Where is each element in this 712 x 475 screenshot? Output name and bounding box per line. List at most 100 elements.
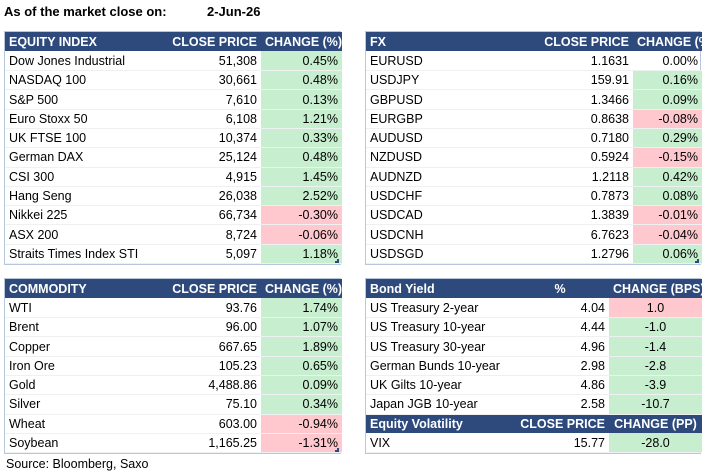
bonds-cell-price: 2.58 xyxy=(511,394,609,415)
equity-cell-price: 66,734 xyxy=(159,205,261,226)
commodity-table-panel: COMMODITY CLOSE PRICE CHANGE (%) WTI 93.7… xyxy=(4,278,342,455)
equity-row: Nikkei 225 66,734 -0.30% xyxy=(5,205,342,226)
fx-row: EURUSD 1.1631 0.00% xyxy=(366,51,702,72)
commodity-row: Silver 75.10 0.34% xyxy=(5,394,342,415)
bond-table-panel: Bond Yield % CHANGE (BPS) US Treasury 2-… xyxy=(365,278,702,455)
equity-row: Euro Stoxx 50 6,108 1.21% xyxy=(5,109,342,129)
bonds-cell-name: US Treasury 10-year xyxy=(366,317,511,338)
commodity-row: Wheat 603.00 -0.94% xyxy=(5,414,342,434)
fx-row: USDCNH 6.7623 -0.04% xyxy=(366,224,702,245)
fx-cell-change: -0.08% xyxy=(633,109,702,129)
equity-cell-change: 0.33% xyxy=(261,128,342,149)
source-note: Source: Bloomberg, Saxo xyxy=(6,457,149,471)
commodity-cell-name: Soybean xyxy=(5,433,159,454)
equity-cell-price: 5,097 xyxy=(159,244,261,265)
fx-cell-price: 6.7623 xyxy=(511,224,633,245)
bonds-cell-name: US Treasury 2-year xyxy=(366,298,511,319)
fx-cell-change: 0.00% xyxy=(633,51,702,72)
equity-cell-change: 0.48% xyxy=(261,70,342,91)
commodity-cell-change: -0.94% xyxy=(261,414,342,434)
bonds-cell-name: Japan JGB 10-year xyxy=(366,394,511,415)
volatility-cell-change: -28.0 xyxy=(609,433,702,454)
equity-cell-price: 6,108 xyxy=(159,109,261,129)
fx-row: AUDUSD 0.7180 0.29% xyxy=(366,128,702,149)
commodity-cell-change: 1.74% xyxy=(261,298,342,319)
report-header: As of the market close on: 2-Jun-26 xyxy=(4,4,260,22)
bonds-cell-price: 4.04 xyxy=(511,298,609,319)
commodity-cell-name: Silver xyxy=(5,394,159,415)
equity-cell-change: 1.21% xyxy=(261,109,342,129)
commodity-cell-name: Copper xyxy=(5,336,159,357)
fx-cell-change: 0.16% xyxy=(633,70,702,91)
equity-cell-name: German DAX xyxy=(5,147,159,168)
equity-header-row: EQUITY INDEX CLOSE PRICE CHANGE (%) xyxy=(5,32,342,52)
bonds-cell-price: 4.96 xyxy=(511,336,609,357)
fx-cell-name: USDJPY xyxy=(366,70,511,91)
commodity-cell-change: 1.07% xyxy=(261,317,342,338)
bonds-cell-name: UK Gilts 10-year xyxy=(366,375,511,396)
equity-cell-change: 0.48% xyxy=(261,147,342,168)
equity-cell-price: 8,724 xyxy=(159,224,261,245)
fx-cell-change: 0.08% xyxy=(633,186,702,207)
fx-cell-price: 0.8638 xyxy=(511,109,633,129)
volatility-col-change: CHANGE (PP) xyxy=(609,414,702,434)
resize-corner-icon xyxy=(335,259,339,264)
commodity-row: Iron Ore 105.23 0.65% xyxy=(5,356,342,376)
commodity-cell-name: Gold xyxy=(5,375,159,396)
equity-table-panel: EQUITY INDEX CLOSE PRICE CHANGE (%) Dow … xyxy=(4,31,342,266)
fx-cell-price: 0.7873 xyxy=(511,186,633,207)
equity-cell-name: Straits Times Index STI xyxy=(5,244,159,265)
fx-row: GBPUSD 1.3466 0.09% xyxy=(366,89,702,110)
bonds-cell-price: 2.98 xyxy=(511,356,609,376)
commodity-cell-price: 4,488.86 xyxy=(159,375,261,396)
bonds-cell-change: 1.0 xyxy=(609,298,702,319)
commodity-row: Brent 96.00 1.07% xyxy=(5,317,342,338)
commodity-table: COMMODITY CLOSE PRICE CHANGE (%) WTI 93.7… xyxy=(5,279,342,454)
commodity-header-row: COMMODITY CLOSE PRICE CHANGE (%) xyxy=(5,279,342,299)
fx-cell-name: AUDUSD xyxy=(366,128,511,149)
equity-cell-change: 0.45% xyxy=(261,51,342,72)
fx-cell-name: USDCNH xyxy=(366,224,511,245)
bond-col-yield: % xyxy=(511,279,609,299)
fx-col-price: CLOSE PRICE xyxy=(511,32,633,52)
fx-row: AUDNZD 1.2118 0.42% xyxy=(366,167,702,187)
fx-row: USDSGD 1.2796 0.06% xyxy=(366,244,702,265)
fx-cell-change: 0.09% xyxy=(633,89,702,110)
bonds-cell-price: 4.44 xyxy=(511,317,609,338)
volatility-cell-name: VIX xyxy=(366,433,511,454)
bond-col-change: CHANGE (BPS) xyxy=(609,279,702,299)
equity-cell-name: NASDAQ 100 xyxy=(5,70,159,91)
equity-cell-price: 26,038 xyxy=(159,186,261,207)
equity-row: S&P 500 7,610 0.13% xyxy=(5,89,342,110)
commodity-cell-name: Iron Ore xyxy=(5,356,159,376)
equity-cell-change: -0.30% xyxy=(261,205,342,226)
bonds-cell-change: -1.0 xyxy=(609,317,702,338)
fx-cell-name: AUDNZD xyxy=(366,167,511,187)
fx-cell-price: 0.5924 xyxy=(511,147,633,168)
fx-row: USDCHF 0.7873 0.08% xyxy=(366,186,702,207)
commodity-cell-price: 603.00 xyxy=(159,414,261,434)
fx-cell-change: -0.15% xyxy=(633,147,702,168)
commodity-cell-price: 96.00 xyxy=(159,317,261,338)
fx-header-row: FX CLOSE PRICE CHANGE (%) xyxy=(366,32,702,52)
equity-cell-price: 51,308 xyxy=(159,51,261,72)
fx-table: FX CLOSE PRICE CHANGE (%) EURUSD1.16310.… xyxy=(366,32,702,265)
commodity-cell-change: 0.65% xyxy=(261,356,342,376)
equity-cell-price: 30,661 xyxy=(159,70,261,91)
fx-cell-price: 1.2796 xyxy=(511,244,633,265)
equity-cell-change: 1.45% xyxy=(261,167,342,187)
bonds-row: German Bunds 10-year 2.98 -2.8 xyxy=(366,356,702,376)
fx-cell-name: USDSGD xyxy=(366,244,511,265)
bonds-cell-name: German Bunds 10-year xyxy=(366,356,511,376)
commodity-row: Copper 667.65 1.89% xyxy=(5,336,342,357)
commodity-row: Gold 4,488.86 0.09% xyxy=(5,375,342,396)
bond-table: Bond Yield % CHANGE (BPS) US Treasury 2-… xyxy=(366,279,702,454)
equity-cell-price: 7,610 xyxy=(159,89,261,110)
fx-row: NZDUSD 0.5924 -0.15% xyxy=(366,147,702,168)
commodity-cell-name: Brent xyxy=(5,317,159,338)
fx-table-panel: FX CLOSE PRICE CHANGE (%) EURUSD1.16310.… xyxy=(365,31,702,266)
volatility-row: VIX 15.77 -28.0 xyxy=(366,433,702,454)
resize-corner-icon xyxy=(695,259,699,264)
commodity-col-change: CHANGE (%) xyxy=(261,279,342,299)
bonds-cell-change: -2.8 xyxy=(609,356,702,376)
